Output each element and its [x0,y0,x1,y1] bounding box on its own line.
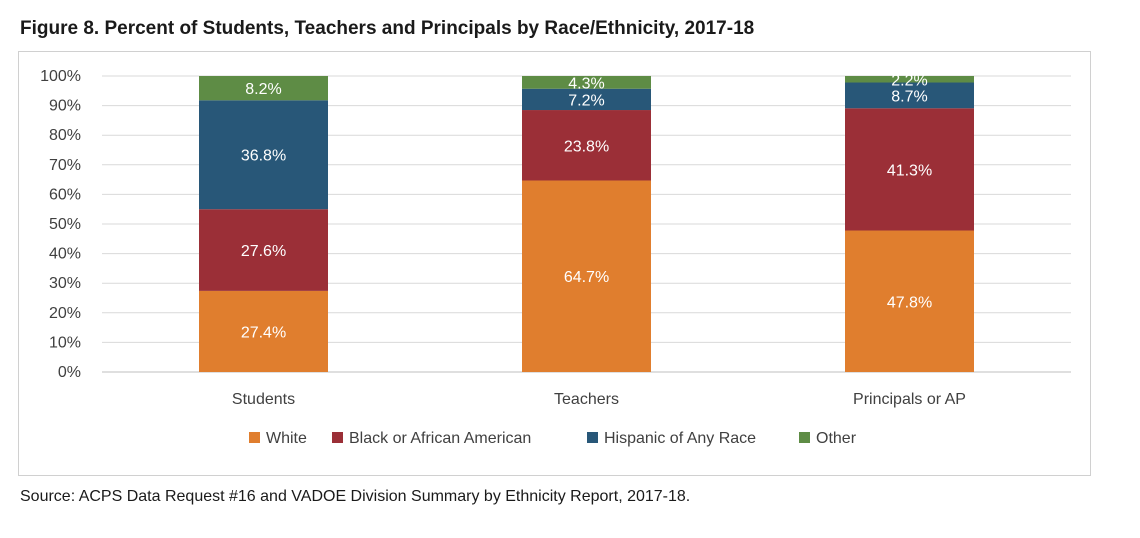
bar-segment [845,230,974,372]
y-tick-label: 30% [49,275,81,292]
bar-segment [199,100,328,210]
bar-segment [522,180,651,372]
legend-swatch [799,432,810,443]
bar-segment [199,209,328,291]
y-tick-label: 70% [49,157,81,174]
bar-segment [522,76,651,89]
x-category-label: Teachers [554,391,619,408]
data-label: 23.8% [564,138,609,155]
legend-label: White [266,430,307,447]
y-tick-label: 90% [49,98,81,115]
data-label: 2.2% [891,72,927,89]
y-tick-label: 10% [49,334,81,351]
bar-segment [845,82,974,109]
bar-segment [845,108,974,231]
y-tick-label: 50% [49,216,81,233]
x-category-label: Principals or AP [853,391,966,408]
legend-label: Black or African American [349,430,531,447]
y-tick-label: 60% [49,186,81,203]
legend-label: Other [816,430,857,447]
data-label: 41.3% [887,162,932,179]
data-label: 27.4% [241,324,286,341]
y-tick-label: 100% [40,68,81,85]
data-label: 47.8% [887,294,932,311]
legend-swatch [587,432,598,443]
bar-segment [199,290,328,372]
data-label: 7.2% [568,92,604,109]
legend-swatch [332,432,343,443]
data-label: 8.7% [891,88,927,105]
data-label: 4.3% [568,75,604,92]
bar-segment [845,76,974,83]
source-note: Source: ACPS Data Request #16 and VADOE … [20,488,691,505]
chart-container: 0% 10% 20% 30% 40% 50% 60% 70% 80% 90% 100% 27.4% 27… [18,51,1091,476]
data-label: 64.7% [564,269,609,286]
legend-swatch [249,432,260,443]
data-label: 8.2% [245,81,281,98]
data-label: 36.8% [241,148,286,165]
bar-segment [522,88,651,111]
y-tick-label: 0% [58,364,81,381]
bar-segment [522,110,651,181]
stacked-bar-chart: 0% 10% 20% 30% 40% 50% 60% 70% 80% 90% 100% 27.4% 27… [40,68,1071,447]
y-tick-label: 80% [49,127,81,144]
data-label: 27.6% [241,243,286,260]
legend-label: Hispanic of Any Race [604,430,756,447]
figure-title: Figure 8. Percent of Students, Teachers … [20,18,755,39]
x-category-label: Students [232,391,295,408]
y-tick-label: 20% [49,305,81,322]
y-tick-label: 40% [49,246,81,263]
bar-segment [199,76,328,101]
